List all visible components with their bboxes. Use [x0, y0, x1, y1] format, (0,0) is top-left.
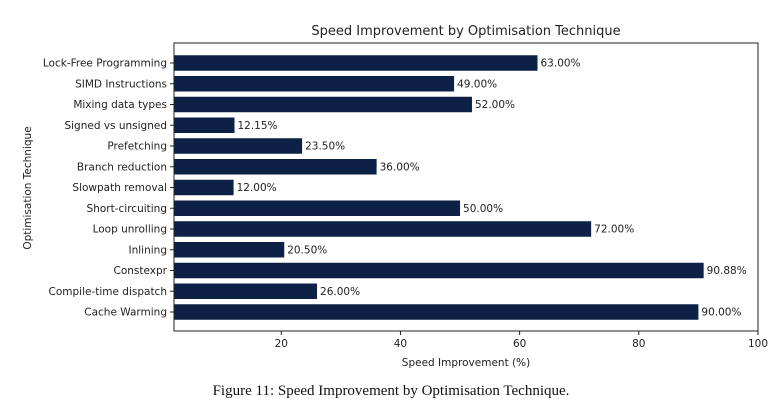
x-axis-label: Speed Improvement (%) [402, 357, 530, 369]
category-label: Compile-time dispatch [49, 286, 168, 298]
bar-chart: Speed Improvement by Optimisation Techni… [22, 24, 768, 369]
bar [174, 221, 592, 237]
data-labels: 63.00% 49.00% 52.00% 12.15% 23.50% 36.00% 12.0… [237, 58, 747, 319]
data-label: 49.00% [457, 78, 497, 90]
bar [174, 159, 377, 175]
category-label: Short-circuiting [87, 203, 167, 215]
x-axis-ticks: 20 40 60 80 100 [275, 331, 768, 350]
x-tick-label: 100 [748, 338, 768, 350]
category-label: Mixing data types [73, 99, 167, 111]
x-tick-label: 80 [632, 338, 645, 350]
category-label: Loop unrolling [93, 224, 167, 236]
bar [174, 179, 234, 196]
plot-frame [173, 42, 759, 332]
data-label: 52.00% [475, 99, 515, 111]
chart-title: Speed Improvement by Optimisation Techni… [311, 24, 620, 39]
category-label: Inlining [129, 244, 167, 256]
bar [174, 117, 235, 133]
bar [174, 76, 455, 92]
bar [174, 138, 303, 154]
category-label: Slowpath removal [72, 182, 167, 194]
data-label: 72.00% [594, 224, 634, 236]
data-label: 90.00% [701, 307, 741, 319]
category-label: Prefetching [107, 141, 167, 153]
category-label: Constexpr [114, 265, 168, 277]
bar [174, 262, 704, 279]
bar [174, 96, 472, 113]
category-label: SIMD Instructions [75, 78, 167, 90]
bar [174, 200, 461, 216]
category-label: Signed vs unsigned [64, 120, 167, 132]
y-axis-label: Optimisation Technique [22, 126, 34, 249]
bar [174, 283, 318, 299]
figure-caption: Figure 11: Speed Improvement by Optimisa… [212, 383, 570, 399]
data-label: 23.50% [305, 141, 345, 153]
data-label: 26.00% [320, 286, 360, 298]
data-label: 50.00% [463, 203, 503, 215]
x-tick-label: 60 [513, 338, 526, 350]
category-label: Cache Warming [84, 307, 167, 319]
data-label: 12.00% [237, 182, 277, 194]
data-label: 36.00% [380, 161, 420, 173]
bar [174, 55, 538, 71]
bar [174, 242, 285, 258]
data-label: 90.88% [707, 265, 747, 277]
data-label: 63.00% [541, 58, 581, 70]
data-label: 20.50% [287, 244, 327, 256]
category-label: Branch reduction [77, 161, 167, 173]
bar [174, 304, 699, 320]
bars-layer [174, 55, 704, 320]
category-label: Lock-Free Programming [43, 58, 167, 70]
category-labels: Lock-Free Programming SIMD Instructions Mi… [43, 58, 174, 319]
x-tick-label: 20 [275, 338, 288, 350]
x-tick-label: 40 [394, 338, 407, 350]
data-label: 12.15% [237, 120, 277, 132]
